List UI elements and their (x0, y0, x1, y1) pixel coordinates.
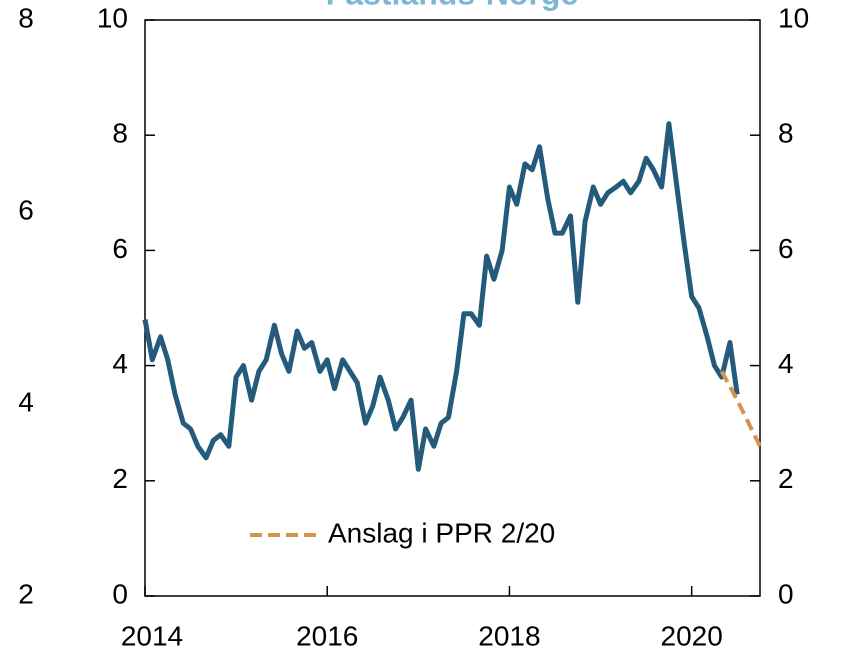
y2-tick-label: 6 (778, 233, 794, 264)
y-tick-label: 10 (97, 2, 128, 33)
x-tick-label: 2014 (121, 620, 183, 651)
y-tick-label: 6 (112, 233, 128, 264)
y-tick-label: 0 (112, 578, 128, 609)
y2-tick-label: 10 (778, 2, 809, 33)
x-tick-label: 2020 (661, 620, 723, 651)
legend-label: Anslag i PPR 2/20 (328, 517, 555, 548)
series-line (142, 121, 740, 472)
x-tick-label: 2016 (296, 620, 358, 651)
plot-frame (144, 19, 761, 597)
chart-title: Fastlands-Norge (326, 0, 578, 11)
y2-tick-label: 8 (778, 118, 794, 149)
y2-tick-label: 4 (778, 348, 794, 379)
y-tick-label: 2 (112, 463, 128, 494)
y-tick-label: 8 (112, 118, 128, 149)
y3-tick-label: 2 (18, 578, 34, 609)
x-tick-label: 2018 (478, 620, 540, 651)
y-tick-label: 4 (112, 348, 128, 379)
y3-tick-label: 8 (18, 2, 34, 33)
y3-tick-label: 4 (18, 386, 34, 417)
y2-tick-label: 0 (778, 578, 794, 609)
y2-tick-label: 2 (778, 463, 794, 494)
series-line (719, 370, 762, 448)
y3-tick-label: 6 (18, 194, 34, 225)
